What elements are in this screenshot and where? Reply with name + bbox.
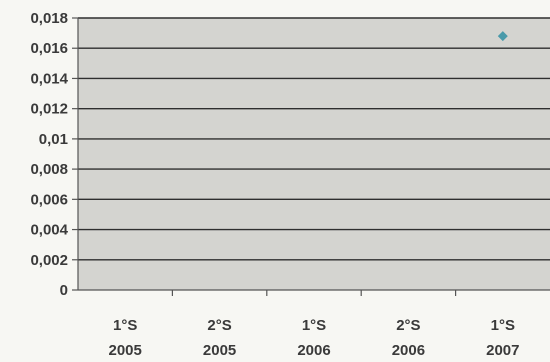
x-tick-labels: 1°S 2005 2°S 2005 1°S 2006 2°S 2006 1°S 2007 xyxy=(109,317,520,359)
x-tick-label: 1°S xyxy=(302,317,326,334)
y-tick-label: 0,004 xyxy=(30,222,68,239)
x-tick-label: 1°S xyxy=(491,317,515,334)
y-tick-label: 0,002 xyxy=(30,252,68,269)
data-point xyxy=(497,31,508,42)
y-tick-label: 0,016 xyxy=(30,40,68,57)
x-tick-label: 2006 xyxy=(297,342,330,359)
axes xyxy=(72,17,550,296)
y-tick-label: 0,012 xyxy=(30,101,68,118)
y-tick-label: 0,018 xyxy=(30,10,68,27)
x-tick-label: 2°S xyxy=(207,317,231,334)
x-tick-label: 2005 xyxy=(203,342,236,359)
x-tick-label: 2005 xyxy=(109,342,142,359)
y-tick-labels: 0 0,002 0,004 0,006 0,008 0,01 0,012 0,014 0,016… xyxy=(30,10,68,299)
y-tick-label: 0,008 xyxy=(30,161,68,178)
y-tick-label: 0,01 xyxy=(39,131,68,148)
y-tick-label: 0,006 xyxy=(30,191,68,208)
data-points xyxy=(497,31,508,42)
gridlines xyxy=(78,17,550,261)
plot-area xyxy=(78,18,550,290)
x-tick-label: 2006 xyxy=(392,342,425,359)
y-tick-label: 0 xyxy=(60,282,68,299)
y-tick-label: 0,014 xyxy=(30,70,68,87)
x-tick-label: 2007 xyxy=(486,342,519,359)
x-tick-label: 1°S xyxy=(113,317,137,334)
x-tick-label: 2°S xyxy=(396,317,420,334)
